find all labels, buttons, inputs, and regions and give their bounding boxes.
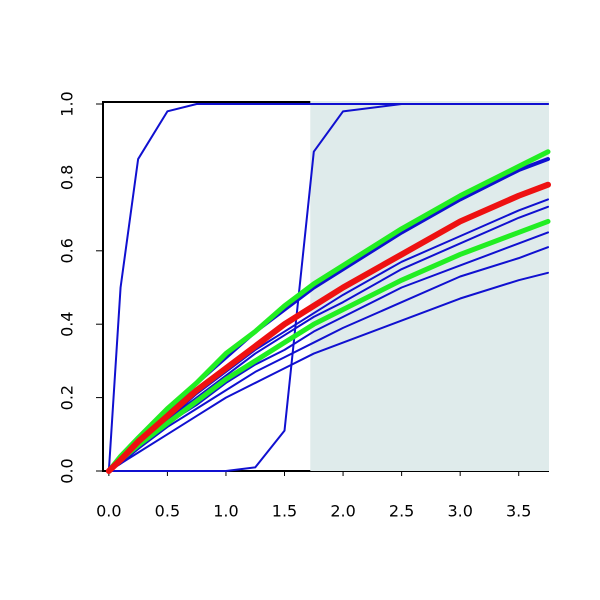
series-line — [105, 181, 551, 474]
y-tick-label: 0.6 — [58, 238, 77, 263]
y-tick-label: 0.0 — [58, 458, 77, 483]
y-tick-label: 0.4 — [58, 311, 77, 336]
x-tick-label: 1.5 — [272, 502, 297, 521]
y-tick-label: 1.0 — [58, 91, 77, 116]
x-tick-label: 0.5 — [155, 502, 180, 521]
x-tick-label: 3.0 — [447, 502, 472, 521]
series-line — [106, 218, 551, 474]
x-tick-label: 1.0 — [213, 502, 238, 521]
x-tick-label: 2.0 — [330, 502, 355, 521]
x-tick-label: 3.5 — [506, 502, 531, 521]
y-tick-label: 0.2 — [58, 385, 77, 410]
y-tick-label: 0.8 — [58, 165, 77, 190]
series-line — [107, 103, 549, 472]
x-tick-label: 2.5 — [389, 502, 414, 521]
series-line — [106, 149, 551, 474]
x-tick-label: 0.0 — [96, 502, 121, 521]
series-line — [107, 271, 549, 472]
